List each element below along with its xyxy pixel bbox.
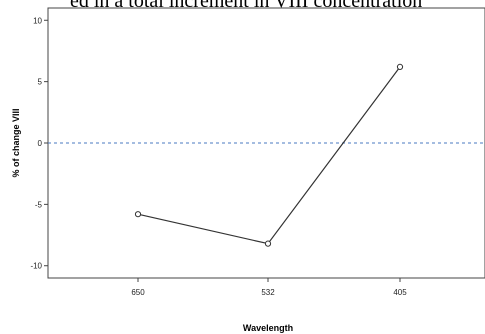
y-tick-label: -5	[35, 200, 43, 209]
data-point-532	[264, 240, 272, 247]
x-axis-title: Wavelength	[243, 323, 293, 333]
y-tick-label: 5	[38, 78, 43, 87]
x-tick-label: 532	[261, 288, 275, 297]
x-tick-label: 650	[131, 288, 145, 297]
data-points	[134, 63, 404, 247]
y-tick-label: 10	[33, 16, 42, 25]
x-axis: 650 532 405	[131, 278, 407, 297]
x-tick-label: 405	[393, 288, 407, 297]
data-point-650	[134, 211, 142, 218]
y-tick-label: -10	[30, 262, 42, 271]
data-point-405	[396, 63, 404, 71]
y-axis: 10 5 0 -5 -10	[30, 16, 48, 271]
y-axis-title: % of change VIII	[11, 108, 21, 177]
y-tick-label: 0	[38, 139, 43, 148]
